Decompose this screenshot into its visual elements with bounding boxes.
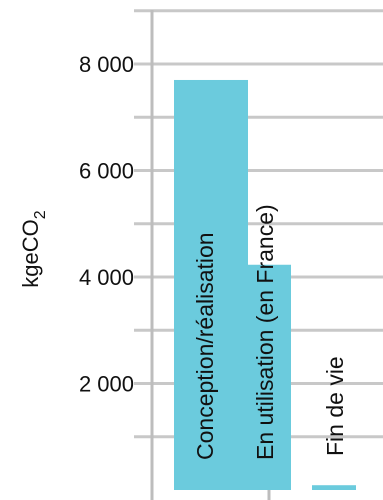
y-tick-label: 8 000 bbox=[79, 52, 134, 77]
bar bbox=[312, 485, 356, 490]
bars bbox=[174, 79, 356, 490]
bar-label: Conception/réalisation bbox=[192, 232, 218, 460]
y-tick-label: 6 000 bbox=[79, 159, 134, 184]
y-axis-title: kgeCO2 bbox=[18, 210, 49, 287]
y-tick-labels: 2 000 4 000 6 000 8 000 bbox=[79, 52, 134, 397]
bar bbox=[174, 79, 248, 490]
bar-label: En utilisation (en France) bbox=[252, 204, 278, 460]
bar bbox=[245, 264, 291, 490]
y-tick-label: 2 000 bbox=[79, 372, 134, 397]
y-axis-title-main: kgeCO bbox=[18, 219, 43, 287]
y-axis-title-subscript: 2 bbox=[32, 210, 49, 219]
bar-labels: Conception/réalisation En utilisation (en… bbox=[192, 204, 348, 460]
bar-label: Fin de vie bbox=[322, 356, 348, 456]
y-tick-label: 4 000 bbox=[79, 265, 134, 290]
